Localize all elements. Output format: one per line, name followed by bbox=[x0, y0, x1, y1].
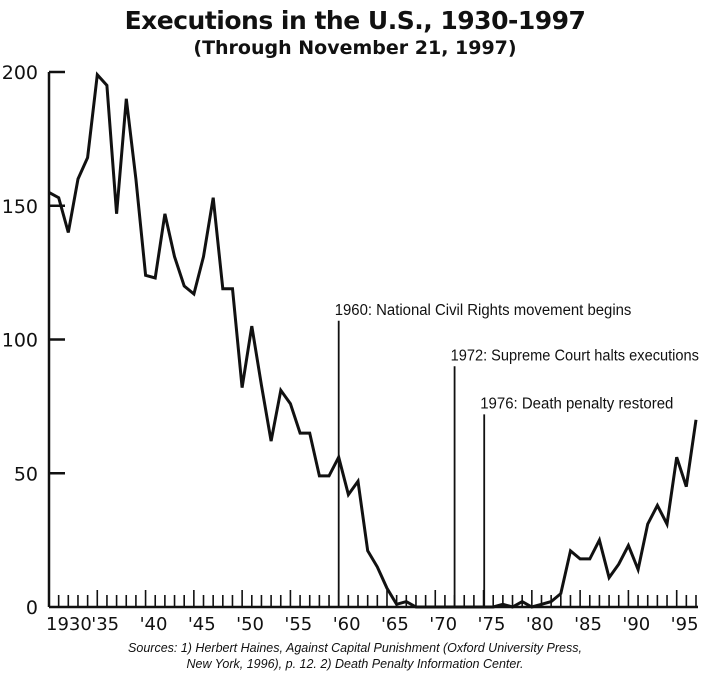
x-tick-label: 1930 bbox=[46, 614, 92, 635]
y-tick-label: 100 bbox=[2, 330, 38, 352]
x-tick-label: '90 bbox=[622, 614, 650, 635]
line-chart: 0 50 100 150 200 1930'35 '40 '45 '50 '55 '60 '65 '70… bbox=[2, 62, 700, 635]
x-tick-label: '95 bbox=[671, 614, 699, 635]
executions-line bbox=[48, 71, 698, 609]
annotation-label: 1960: National Civil Rights movement beg… bbox=[335, 302, 632, 319]
sources-prefix: Sources: 1) Herbert Haines, bbox=[128, 641, 286, 655]
sources-note: Sources: 1) Herbert Haines, Against Capi… bbox=[0, 640, 710, 672]
chart-title: Executions in the U.S., 1930-1997 bbox=[124, 6, 586, 35]
y-tick-label: 0 bbox=[26, 597, 38, 619]
y-tick-label: 200 bbox=[2, 62, 38, 84]
x-tick-label: '85 bbox=[574, 614, 602, 635]
x-tick-label: '65 bbox=[381, 614, 409, 635]
chart-subtitle: (Through November 21, 1997) bbox=[193, 37, 517, 59]
annotation-label: 1976: Death penalty restored bbox=[480, 395, 673, 412]
x-tick-label: '45 bbox=[188, 614, 216, 635]
x-tick-label: '40 bbox=[140, 614, 168, 635]
x-tick-label: '35 bbox=[91, 614, 119, 635]
x-tick-label: '50 bbox=[236, 614, 264, 635]
x-tick-label: '55 bbox=[284, 614, 312, 635]
sources-line1-rest: (Oxford University Press, bbox=[439, 641, 582, 655]
annotation-label: 1972: Supreme Court halts executions bbox=[451, 347, 700, 364]
sources-book: Against Capital Punishment bbox=[285, 641, 440, 655]
x-tick-label: '70 bbox=[429, 614, 457, 635]
x-tick-label: '75 bbox=[478, 614, 506, 635]
y-tick-label: 50 bbox=[14, 463, 38, 485]
x-tick-label: '60 bbox=[333, 614, 361, 635]
x-tick-label: '80 bbox=[526, 614, 554, 635]
y-tick-label: 150 bbox=[2, 196, 38, 218]
sources-line2: New York, 1996), p. 12. 2) Death Penalty… bbox=[186, 657, 524, 671]
